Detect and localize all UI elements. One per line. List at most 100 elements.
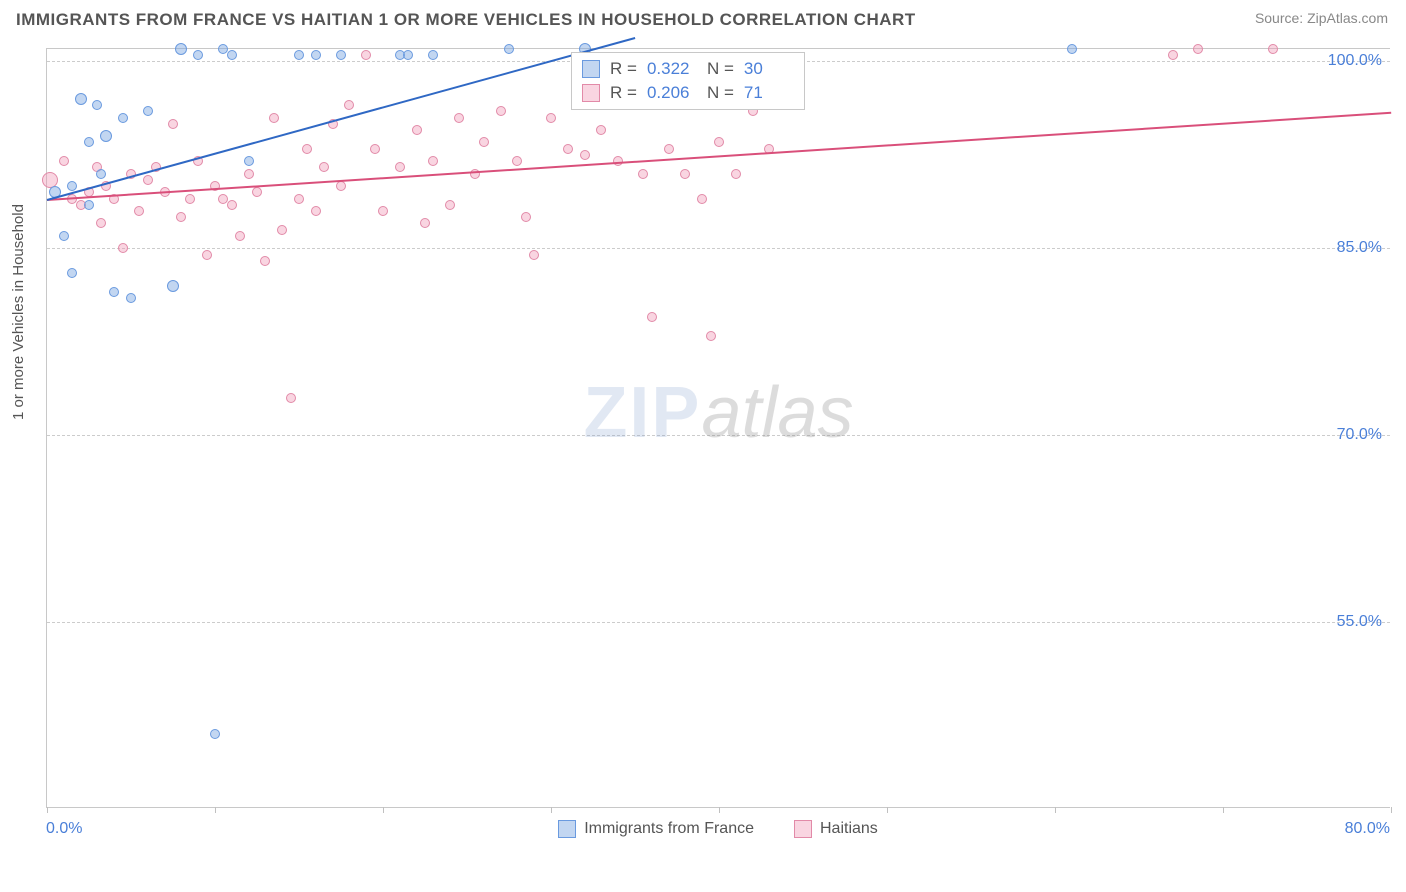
swatch-icon [794, 820, 812, 838]
data-point-france [175, 43, 187, 55]
swatch-icon [558, 820, 576, 838]
data-point-france [210, 729, 220, 739]
data-point-haitian [479, 137, 489, 147]
data-point-france [311, 50, 321, 60]
data-point-haitian [260, 256, 270, 266]
data-point-haitian [395, 162, 405, 172]
data-point-france [428, 50, 438, 60]
data-point-haitian [706, 331, 716, 341]
data-point-france [403, 50, 413, 60]
data-point-haitian [134, 206, 144, 216]
legend-label: Haitians [820, 820, 878, 838]
data-point-france [84, 200, 94, 210]
data-point-haitian [647, 312, 657, 322]
x-tick [719, 807, 720, 813]
gridline [47, 622, 1390, 623]
data-point-haitian [420, 218, 430, 228]
x-tick [383, 807, 384, 813]
x-tick [47, 807, 48, 813]
data-point-haitian [412, 125, 422, 135]
swatch-icon [582, 84, 600, 102]
data-point-haitian [1168, 50, 1178, 60]
y-tick-label: 85.0% [1337, 239, 1382, 257]
data-point-haitian [336, 181, 346, 191]
data-point-haitian [512, 156, 522, 166]
y-axis-label: 1 or more Vehicles in Household [10, 204, 27, 420]
y-tick-label: 100.0% [1328, 52, 1382, 70]
data-point-haitian [277, 225, 287, 235]
x-tick [887, 807, 888, 813]
data-point-haitian [563, 144, 573, 154]
data-point-haitian [118, 243, 128, 253]
data-point-france [193, 50, 203, 60]
data-point-haitian [235, 231, 245, 241]
data-point-france [59, 231, 69, 241]
source-label: Source: ZipAtlas.com [1255, 10, 1388, 26]
stats-box: R =0.322N =30R =0.206N =71 [571, 52, 805, 110]
data-point-haitian [59, 156, 69, 166]
data-point-haitian [344, 100, 354, 110]
y-tick-label: 55.0% [1337, 613, 1382, 631]
x-tick [1223, 807, 1224, 813]
data-point-france [100, 130, 112, 142]
data-point-haitian [496, 106, 506, 116]
data-point-france [67, 268, 77, 278]
legend: Immigrants from France Haitians [46, 820, 1390, 838]
data-point-haitian [445, 200, 455, 210]
data-point-france [143, 106, 153, 116]
x-axis: 0.0% Immigrants from France Haitians 80.… [46, 820, 1390, 850]
x-tick [215, 807, 216, 813]
data-point-france [92, 100, 102, 110]
x-max-label: 80.0% [1345, 820, 1390, 838]
stats-row: R =0.206N =71 [582, 81, 794, 105]
data-point-haitian [269, 113, 279, 123]
data-point-france [109, 287, 119, 297]
data-point-france [504, 44, 514, 54]
data-point-haitian [361, 50, 371, 60]
data-point-france [1067, 44, 1077, 54]
data-point-haitian [714, 137, 724, 147]
data-point-france [167, 280, 179, 292]
legend-item-haitian: Haitians [794, 820, 878, 838]
swatch-icon [582, 60, 600, 78]
data-point-france [227, 50, 237, 60]
data-point-france [67, 181, 77, 191]
y-tick-label: 70.0% [1337, 426, 1382, 444]
x-tick [551, 807, 552, 813]
data-point-haitian [1268, 44, 1278, 54]
data-point-haitian [202, 250, 212, 260]
data-point-haitian [185, 194, 195, 204]
data-point-france [75, 93, 87, 105]
x-tick [1391, 807, 1392, 813]
gridline [47, 435, 1390, 436]
data-point-haitian [168, 119, 178, 129]
data-point-haitian [664, 144, 674, 154]
legend-label: Immigrants from France [584, 820, 754, 838]
data-point-france [294, 50, 304, 60]
data-point-haitian [311, 206, 321, 216]
x-tick [1055, 807, 1056, 813]
data-point-haitian [294, 194, 304, 204]
data-point-haitian [731, 169, 741, 179]
stats-row: R =0.322N =30 [582, 57, 794, 81]
data-point-haitian [529, 250, 539, 260]
data-point-haitian [252, 187, 262, 197]
data-point-haitian [596, 125, 606, 135]
chart-title: IMMIGRANTS FROM FRANCE VS HAITIAN 1 OR M… [16, 10, 916, 30]
data-point-haitian [319, 162, 329, 172]
data-point-haitian [638, 169, 648, 179]
data-point-haitian [546, 113, 556, 123]
data-point-france [84, 137, 94, 147]
data-point-france [118, 113, 128, 123]
data-point-haitian [286, 393, 296, 403]
data-point-france [96, 169, 106, 179]
data-point-haitian [454, 113, 464, 123]
data-point-haitian [370, 144, 380, 154]
data-point-france [126, 293, 136, 303]
data-point-haitian [697, 194, 707, 204]
data-point-france [244, 156, 254, 166]
data-point-haitian [302, 144, 312, 154]
legend-item-france: Immigrants from France [558, 820, 754, 838]
data-point-haitian [580, 150, 590, 160]
data-point-haitian [227, 200, 237, 210]
